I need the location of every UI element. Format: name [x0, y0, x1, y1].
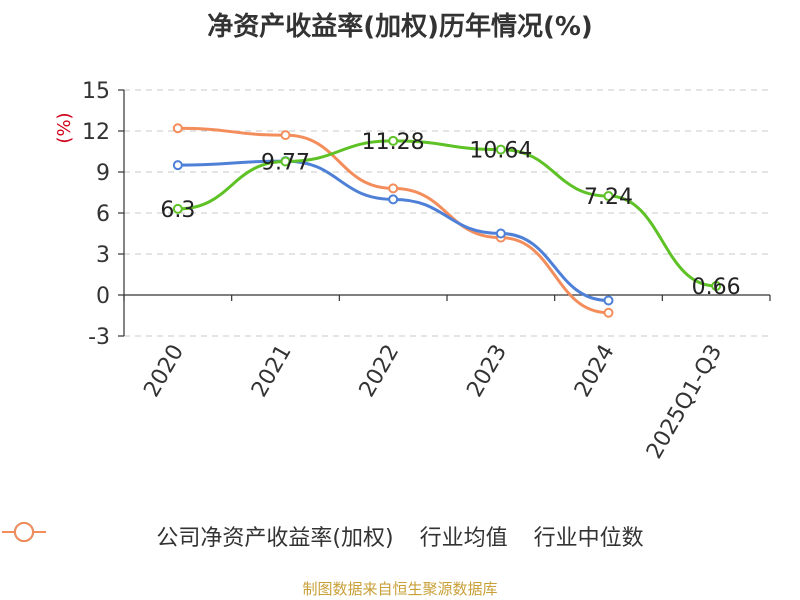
- y-tick-label: 6: [96, 202, 110, 227]
- x-tick-label: 2020: [139, 341, 189, 402]
- legend-label-company: 公司净资产收益率(加权): [156, 526, 394, 551]
- data-point-0: [495, 144, 506, 155]
- legend-item-industry-median[interactable]: 行业中位数: [2, 520, 644, 552]
- series-line-0: [177, 139, 717, 288]
- series-line-1: [177, 159, 609, 302]
- x-tick-label: 2021: [247, 341, 297, 402]
- data-point-1: [172, 160, 183, 171]
- data-point-1: [388, 194, 399, 205]
- data-point-0: [711, 280, 722, 291]
- legend: 公司净资产收益率(加权) 行业均值 行业中位数: [0, 520, 800, 552]
- data-label: 11.28: [362, 130, 425, 155]
- x-tick-label: 2024: [570, 341, 620, 402]
- legend-item-industry-mean[interactable]: 行业均值: [2, 520, 508, 552]
- y-tick-label: 0: [96, 284, 110, 309]
- data-point-1: [603, 295, 614, 306]
- data-point-0: [388, 135, 399, 146]
- x-tick-label: 2022: [355, 341, 405, 402]
- y-axis-label: (%): [54, 112, 75, 143]
- data-label: 7.24: [584, 185, 633, 210]
- legend-label-industry-median: 行业中位数: [533, 526, 644, 551]
- data-point-0: [603, 191, 614, 202]
- legend-label-industry-mean: 行业均值: [419, 526, 508, 551]
- data-point-2: [172, 123, 183, 134]
- data-point-0: [172, 203, 183, 214]
- data-label: 6.3: [160, 198, 195, 223]
- y-tick-label: -3: [88, 325, 110, 350]
- y-tick-label: 3: [96, 243, 110, 268]
- data-point-2: [603, 307, 614, 318]
- source-note: 制图数据来自恒生聚源数据库: [302, 580, 498, 598]
- y-tick-label: 9: [96, 161, 110, 186]
- y-tick-label: 12: [82, 120, 110, 145]
- chart-title: 净资产收益率(加权)历年情况(%): [207, 12, 593, 42]
- data-point-2: [280, 130, 291, 141]
- series-line-2: [177, 126, 609, 315]
- data-point-1: [495, 228, 506, 239]
- data-label: 0.66: [692, 275, 741, 300]
- data-label: 10.64: [469, 139, 532, 164]
- data-point-0: [280, 156, 291, 167]
- legend-item-company[interactable]: 公司净资产收益率(加权): [2, 520, 394, 552]
- data-label: 9.77: [261, 150, 310, 175]
- y-tick-label: 15: [82, 79, 110, 104]
- legend-marker-industry-median: [2, 522, 46, 542]
- data-point-2: [388, 183, 399, 194]
- x-tick-label: 2025Q1-Q3: [642, 341, 727, 464]
- x-tick-label: 2023: [462, 341, 512, 402]
